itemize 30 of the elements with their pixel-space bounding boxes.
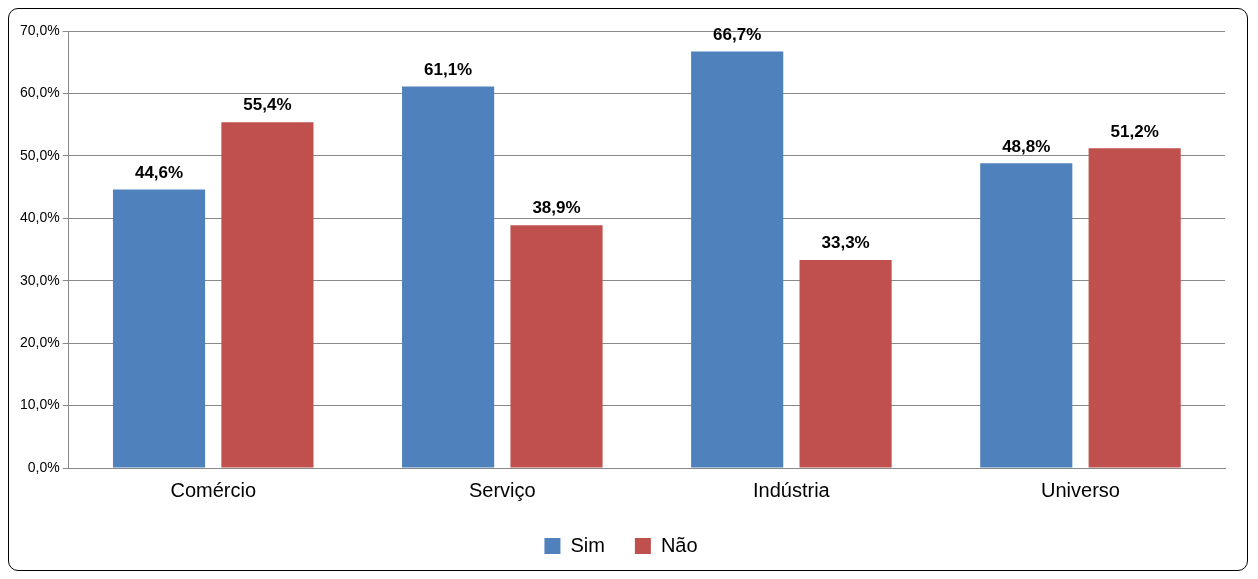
bar: [402, 86, 495, 468]
data-label: 55,4%: [243, 95, 292, 115]
y-tick-label: 0,0%: [27, 458, 60, 475]
y-tick-label: 70,0%: [19, 21, 60, 38]
data-label: 48,8%: [1002, 136, 1051, 156]
bar: [221, 122, 314, 468]
data-label: 51,2%: [1110, 121, 1159, 141]
y-tick-label: 40,0%: [19, 209, 60, 226]
y-tick-label: 60,0%: [19, 84, 60, 101]
legend-label: Não: [660, 533, 698, 556]
bar: [691, 51, 784, 468]
data-label: 38,9%: [532, 198, 581, 218]
legend-label: Sim: [570, 533, 605, 556]
data-label: 61,1%: [424, 59, 473, 79]
x-tick-label: Indústria: [753, 478, 831, 501]
bar: [510, 225, 603, 468]
bar: [1088, 148, 1181, 468]
data-label: 66,7%: [713, 24, 762, 44]
y-tick-label: 50,0%: [19, 146, 60, 163]
data-label: 44,6%: [134, 162, 184, 182]
bar: [799, 260, 892, 468]
bar: [980, 163, 1073, 468]
x-tick-label: Serviço: [468, 478, 536, 501]
x-tick-label: Comércio: [170, 478, 257, 501]
bar: [112, 189, 206, 468]
x-tick-label: Universo: [1041, 478, 1120, 501]
y-tick-label: 10,0%: [19, 396, 60, 413]
data-label: 33,3%: [821, 233, 870, 253]
y-tick-label: 20,0%: [19, 334, 60, 350]
y-tick-label: 30,0%: [19, 271, 60, 288]
